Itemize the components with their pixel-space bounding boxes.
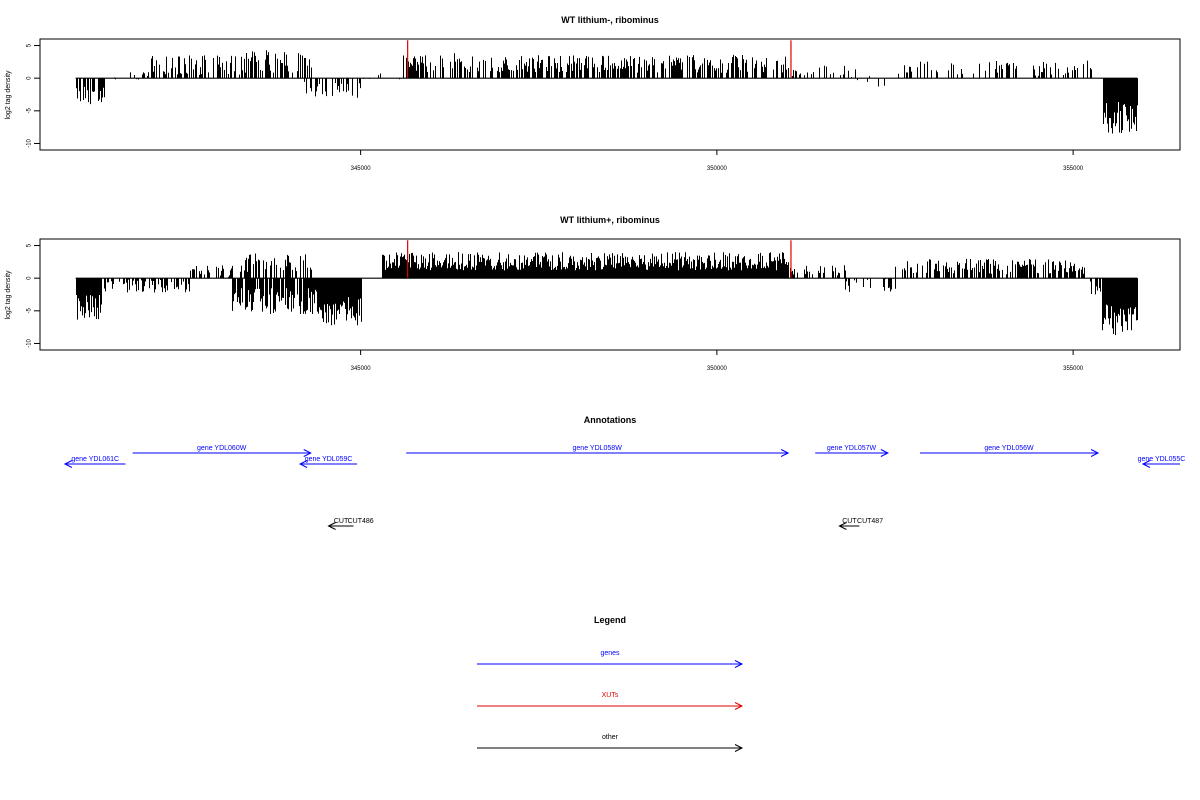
gene-label: gene YDL060W <box>197 445 247 452</box>
x-tick-label: 350000 <box>707 166 728 172</box>
arrowhead-right <box>303 449 312 457</box>
x-tick-label: 345000 <box>351 366 372 372</box>
arrowhead-right <box>880 449 889 457</box>
arrowhead-left <box>838 522 847 530</box>
gene-label: gene YDL057W <box>827 445 877 452</box>
legend-arrowhead <box>734 702 744 710</box>
x-tick-label: 355000 <box>1063 166 1084 172</box>
legend-items: genes XUTs other <box>477 650 744 752</box>
legend-arrowhead <box>734 744 744 752</box>
gene-label: gene YDL059C <box>305 456 353 463</box>
x-tick-label: 355000 <box>1063 366 1084 372</box>
y-tick-label: 5 <box>27 43 33 47</box>
gene-label: gene YDL055C <box>1138 456 1186 463</box>
other-feature-label: CUT487 <box>857 518 883 525</box>
x-axis: 345000 350000 355000 <box>351 350 1084 372</box>
y-tick-label: -5 <box>27 307 33 313</box>
other-feature-label: CUT <box>334 518 349 525</box>
y-tick-label: -5 <box>27 107 33 113</box>
legend-title: Legend <box>594 615 626 625</box>
legend-label: other <box>602 734 619 741</box>
y-tick-label: 5 <box>27 243 33 247</box>
y-tick-label: -10 <box>27 338 33 347</box>
bar-layer <box>75 40 1138 134</box>
legend-arrowhead <box>734 660 744 668</box>
gene-label: gene YDL058W <box>573 445 623 452</box>
y-axis-label: log2 tag density <box>5 70 12 120</box>
legend-label: genes <box>600 650 620 657</box>
arrowhead-right <box>1090 449 1100 457</box>
arrowhead-right <box>780 449 790 457</box>
track-panel-lithium-minus: WT lithium-, ribominus log2 tag density … <box>5 15 1181 172</box>
y-axis-label: log2 tag density <box>5 270 12 320</box>
x-tick-label: 350000 <box>707 366 728 372</box>
arrowhead-left <box>327 522 336 530</box>
legend: Legend genes XUTs other <box>477 615 744 752</box>
y-tick-label: 0 <box>27 76 33 80</box>
plot-frame <box>39 38 1181 151</box>
y-axis: 5 0 -5 -10 <box>27 243 41 348</box>
y-tick-label: -10 <box>27 138 33 147</box>
legend-label: XUTs <box>602 692 619 699</box>
x-tick-label: 345000 <box>351 166 372 172</box>
gene-label: gene YDL061C <box>71 456 119 463</box>
arrowhead-left <box>298 460 308 468</box>
bar-layer <box>75 240 1138 335</box>
annotation-features: gene YDL061C gene YDL060W gene YDL059C gene… <box>63 445 1186 530</box>
annotations-title: Annotations <box>584 415 637 425</box>
arrowhead-left <box>1141 460 1151 468</box>
y-tick-label: 0 <box>27 276 33 280</box>
gene-label: gene YDL056W <box>984 445 1034 452</box>
x-axis: 345000 350000 355000 <box>351 150 1084 172</box>
panel-title: WT lithium-, ribominus <box>561 15 659 25</box>
track-panel-lithium-plus: WT lithium+, ribominus log2 tag density … <box>5 215 1181 372</box>
arrowhead-left <box>63 460 73 468</box>
panel-title: WT lithium+, ribominus <box>560 215 660 225</box>
other-feature-label: CUT486 <box>348 518 374 525</box>
other-feature-label: CUT <box>842 518 857 525</box>
y-axis: 5 0 -5 -10 <box>27 43 41 148</box>
